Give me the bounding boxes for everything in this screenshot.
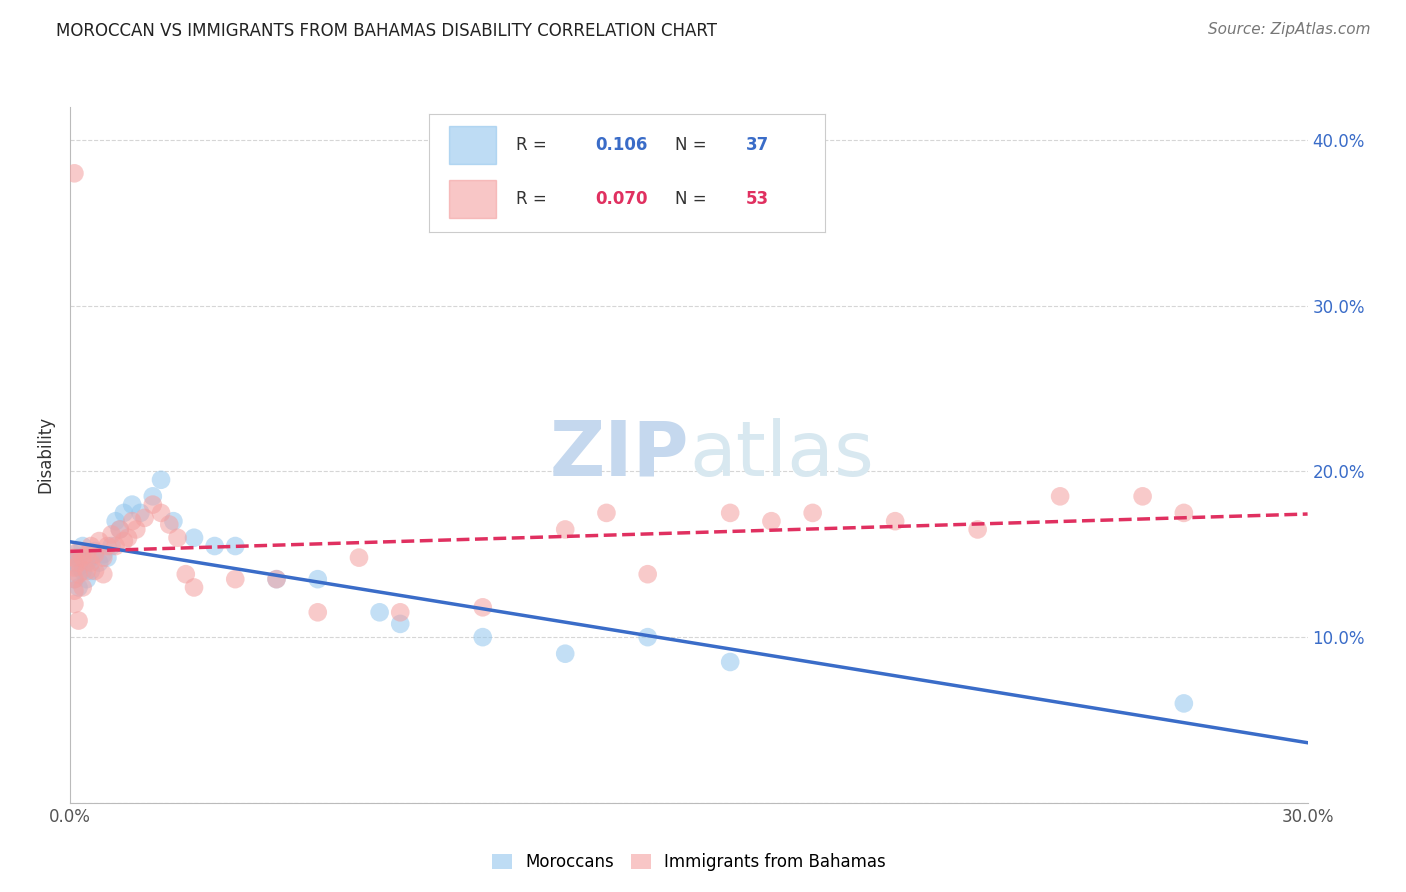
- Point: [67, 560, 90, 574]
- Point: [63, 556, 86, 570]
- Point: [801, 506, 824, 520]
- Point: [72, 581, 94, 595]
- Point: [76, 547, 98, 561]
- Point: [183, 581, 205, 595]
- Point: [76, 564, 98, 578]
- Point: [76, 556, 98, 570]
- Text: atlas: atlas: [689, 418, 873, 491]
- Point: [100, 527, 122, 541]
- Point: [1049, 489, 1071, 503]
- Point: [125, 523, 148, 537]
- Point: [63, 572, 86, 586]
- Point: [108, 523, 131, 537]
- Point: [76, 572, 98, 586]
- Point: [67, 550, 90, 565]
- Point: [117, 531, 139, 545]
- Point: [80, 539, 103, 553]
- Point: [96, 539, 118, 553]
- Point: [91, 567, 114, 582]
- Y-axis label: Disability: Disability: [37, 417, 55, 493]
- Point: [63, 560, 86, 574]
- Point: [63, 547, 86, 561]
- Point: [129, 506, 152, 520]
- Point: [174, 567, 197, 582]
- Point: [183, 531, 205, 545]
- Point: [142, 498, 165, 512]
- Text: Source: ZipAtlas.com: Source: ZipAtlas.com: [1208, 22, 1371, 37]
- Point: [63, 550, 86, 565]
- Point: [63, 572, 86, 586]
- Point: [67, 614, 90, 628]
- Point: [1173, 506, 1195, 520]
- Point: [72, 564, 94, 578]
- Point: [595, 506, 617, 520]
- Point: [554, 647, 576, 661]
- Point: [389, 616, 412, 631]
- Point: [67, 567, 90, 582]
- Point: [104, 514, 127, 528]
- Point: [63, 583, 86, 598]
- Point: [121, 514, 143, 528]
- Point: [718, 655, 741, 669]
- Point: [1173, 697, 1195, 711]
- Point: [63, 166, 86, 180]
- Point: [80, 550, 103, 565]
- Point: [224, 539, 246, 553]
- Point: [157, 517, 180, 532]
- Point: [637, 630, 659, 644]
- Point: [89, 534, 111, 549]
- Point: [471, 630, 494, 644]
- Point: [112, 506, 135, 520]
- Point: [266, 572, 288, 586]
- Point: [108, 523, 131, 537]
- Point: [104, 539, 127, 553]
- Point: [63, 597, 86, 611]
- Point: [67, 581, 90, 595]
- Point: [1132, 489, 1154, 503]
- Point: [142, 489, 165, 503]
- Point: [91, 547, 114, 561]
- Text: ZIP: ZIP: [550, 418, 689, 491]
- Point: [884, 514, 907, 528]
- Legend: Moroccans, Immigrants from Bahamas: Moroccans, Immigrants from Bahamas: [485, 847, 893, 878]
- Text: MOROCCAN VS IMMIGRANTS FROM BAHAMAS DISABILITY CORRELATION CHART: MOROCCAN VS IMMIGRANTS FROM BAHAMAS DISA…: [56, 22, 717, 40]
- Point: [91, 550, 114, 565]
- Point: [100, 539, 122, 553]
- Point: [96, 550, 118, 565]
- Point: [389, 605, 412, 619]
- Point: [204, 539, 226, 553]
- Point: [166, 531, 188, 545]
- Point: [80, 556, 103, 570]
- Point: [67, 544, 90, 558]
- Point: [84, 564, 107, 578]
- Point: [471, 600, 494, 615]
- Point: [966, 523, 988, 537]
- Point: [368, 605, 391, 619]
- Point: [162, 514, 184, 528]
- Point: [84, 544, 107, 558]
- Point: [761, 514, 783, 528]
- Point: [718, 506, 741, 520]
- Point: [72, 539, 94, 553]
- Point: [134, 511, 156, 525]
- Point: [72, 550, 94, 565]
- Point: [112, 534, 135, 549]
- Point: [150, 506, 173, 520]
- Point: [67, 556, 90, 570]
- Point: [307, 605, 329, 619]
- Point: [266, 572, 288, 586]
- Point: [89, 556, 111, 570]
- Point: [347, 550, 370, 565]
- Point: [307, 572, 329, 586]
- Point: [150, 473, 173, 487]
- Point: [80, 564, 103, 578]
- Point: [84, 547, 107, 561]
- Point: [224, 572, 246, 586]
- Point: [121, 498, 143, 512]
- Point: [637, 567, 659, 582]
- Point: [554, 523, 576, 537]
